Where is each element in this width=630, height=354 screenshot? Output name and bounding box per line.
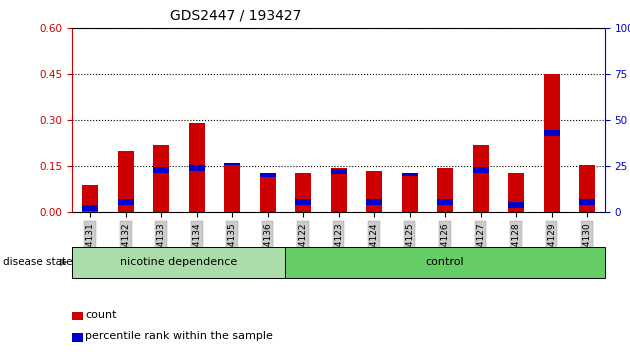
Bar	[366, 171, 382, 212]
Bar	[118, 151, 134, 212]
Bar	[508, 202, 524, 208]
Bar	[544, 130, 559, 136]
Bar	[544, 74, 559, 212]
Bar	[437, 168, 453, 212]
Bar	[295, 199, 311, 205]
Bar	[579, 165, 595, 212]
Bar	[331, 168, 346, 212]
Bar	[224, 163, 240, 165]
Bar	[472, 167, 489, 172]
Text: disease state: disease state	[3, 257, 72, 267]
Bar	[508, 172, 524, 212]
Bar	[260, 172, 276, 177]
Bar	[118, 199, 134, 205]
Bar	[295, 172, 311, 212]
Text: nicotine dependence: nicotine dependence	[120, 257, 238, 267]
Text: control: control	[426, 257, 464, 267]
Bar	[153, 167, 169, 172]
Text: count: count	[85, 310, 117, 320]
Bar	[82, 205, 98, 211]
Bar	[82, 185, 98, 212]
Bar	[153, 145, 169, 212]
Bar	[260, 172, 276, 212]
Bar	[437, 199, 453, 205]
Text: GDS2447 / 193427: GDS2447 / 193427	[170, 9, 302, 23]
Bar	[188, 165, 205, 171]
Bar	[331, 169, 346, 174]
Text: percentile rank within the sample: percentile rank within the sample	[85, 331, 273, 341]
Bar	[224, 163, 240, 212]
Bar	[472, 145, 489, 212]
Bar	[188, 124, 205, 212]
Bar	[366, 199, 382, 205]
Bar	[401, 172, 418, 212]
Bar	[579, 199, 595, 205]
Bar	[401, 172, 418, 176]
